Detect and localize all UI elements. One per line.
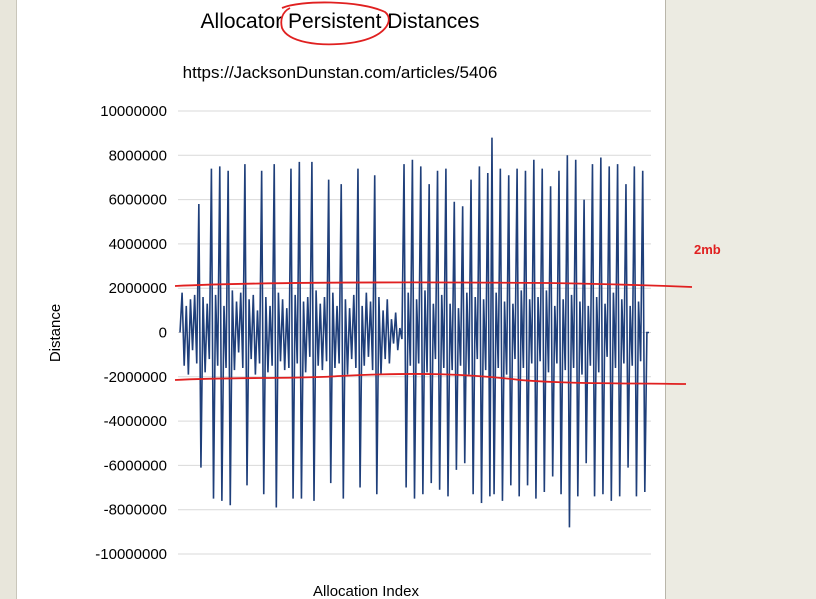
y-tick-label: -6000000 — [104, 457, 167, 474]
lower-threshold-annotation-line — [174, 373, 687, 385]
y-tick-label: -4000000 — [104, 413, 167, 430]
y-tick-label: 6000000 — [109, 192, 167, 209]
y-tick-label: 0 — [159, 325, 167, 342]
x-axis-label: Allocation Index — [313, 583, 419, 599]
left-panel-strip — [0, 0, 17, 599]
chart-subtitle: https://JacksonDunstan.com/articles/5406 — [183, 63, 498, 82]
right-pane — [666, 0, 816, 599]
y-axis-ticks: 10000000 8000000 6000000 4000000 2000000 0 -20… — [95, 103, 167, 563]
chart-title: Allocator Persistent Distances — [201, 10, 480, 33]
y-tick-label: 2000000 — [109, 280, 167, 297]
y-tick-label: 10000000 — [100, 103, 167, 120]
upper-threshold-annotation-line — [174, 281, 693, 288]
series-line — [179, 137, 649, 528]
y-axis-label: Distance — [47, 304, 64, 362]
y-tick-label: -8000000 — [104, 502, 167, 519]
annotation-note-label: 2mb — [694, 242, 721, 257]
y-tick-label: -2000000 — [104, 369, 167, 386]
highlight-circle-annotation — [280, 1, 390, 46]
y-tick-label: -10000000 — [95, 546, 167, 563]
y-tick-label: 4000000 — [109, 236, 167, 253]
y-tick-label: 8000000 — [109, 147, 167, 164]
